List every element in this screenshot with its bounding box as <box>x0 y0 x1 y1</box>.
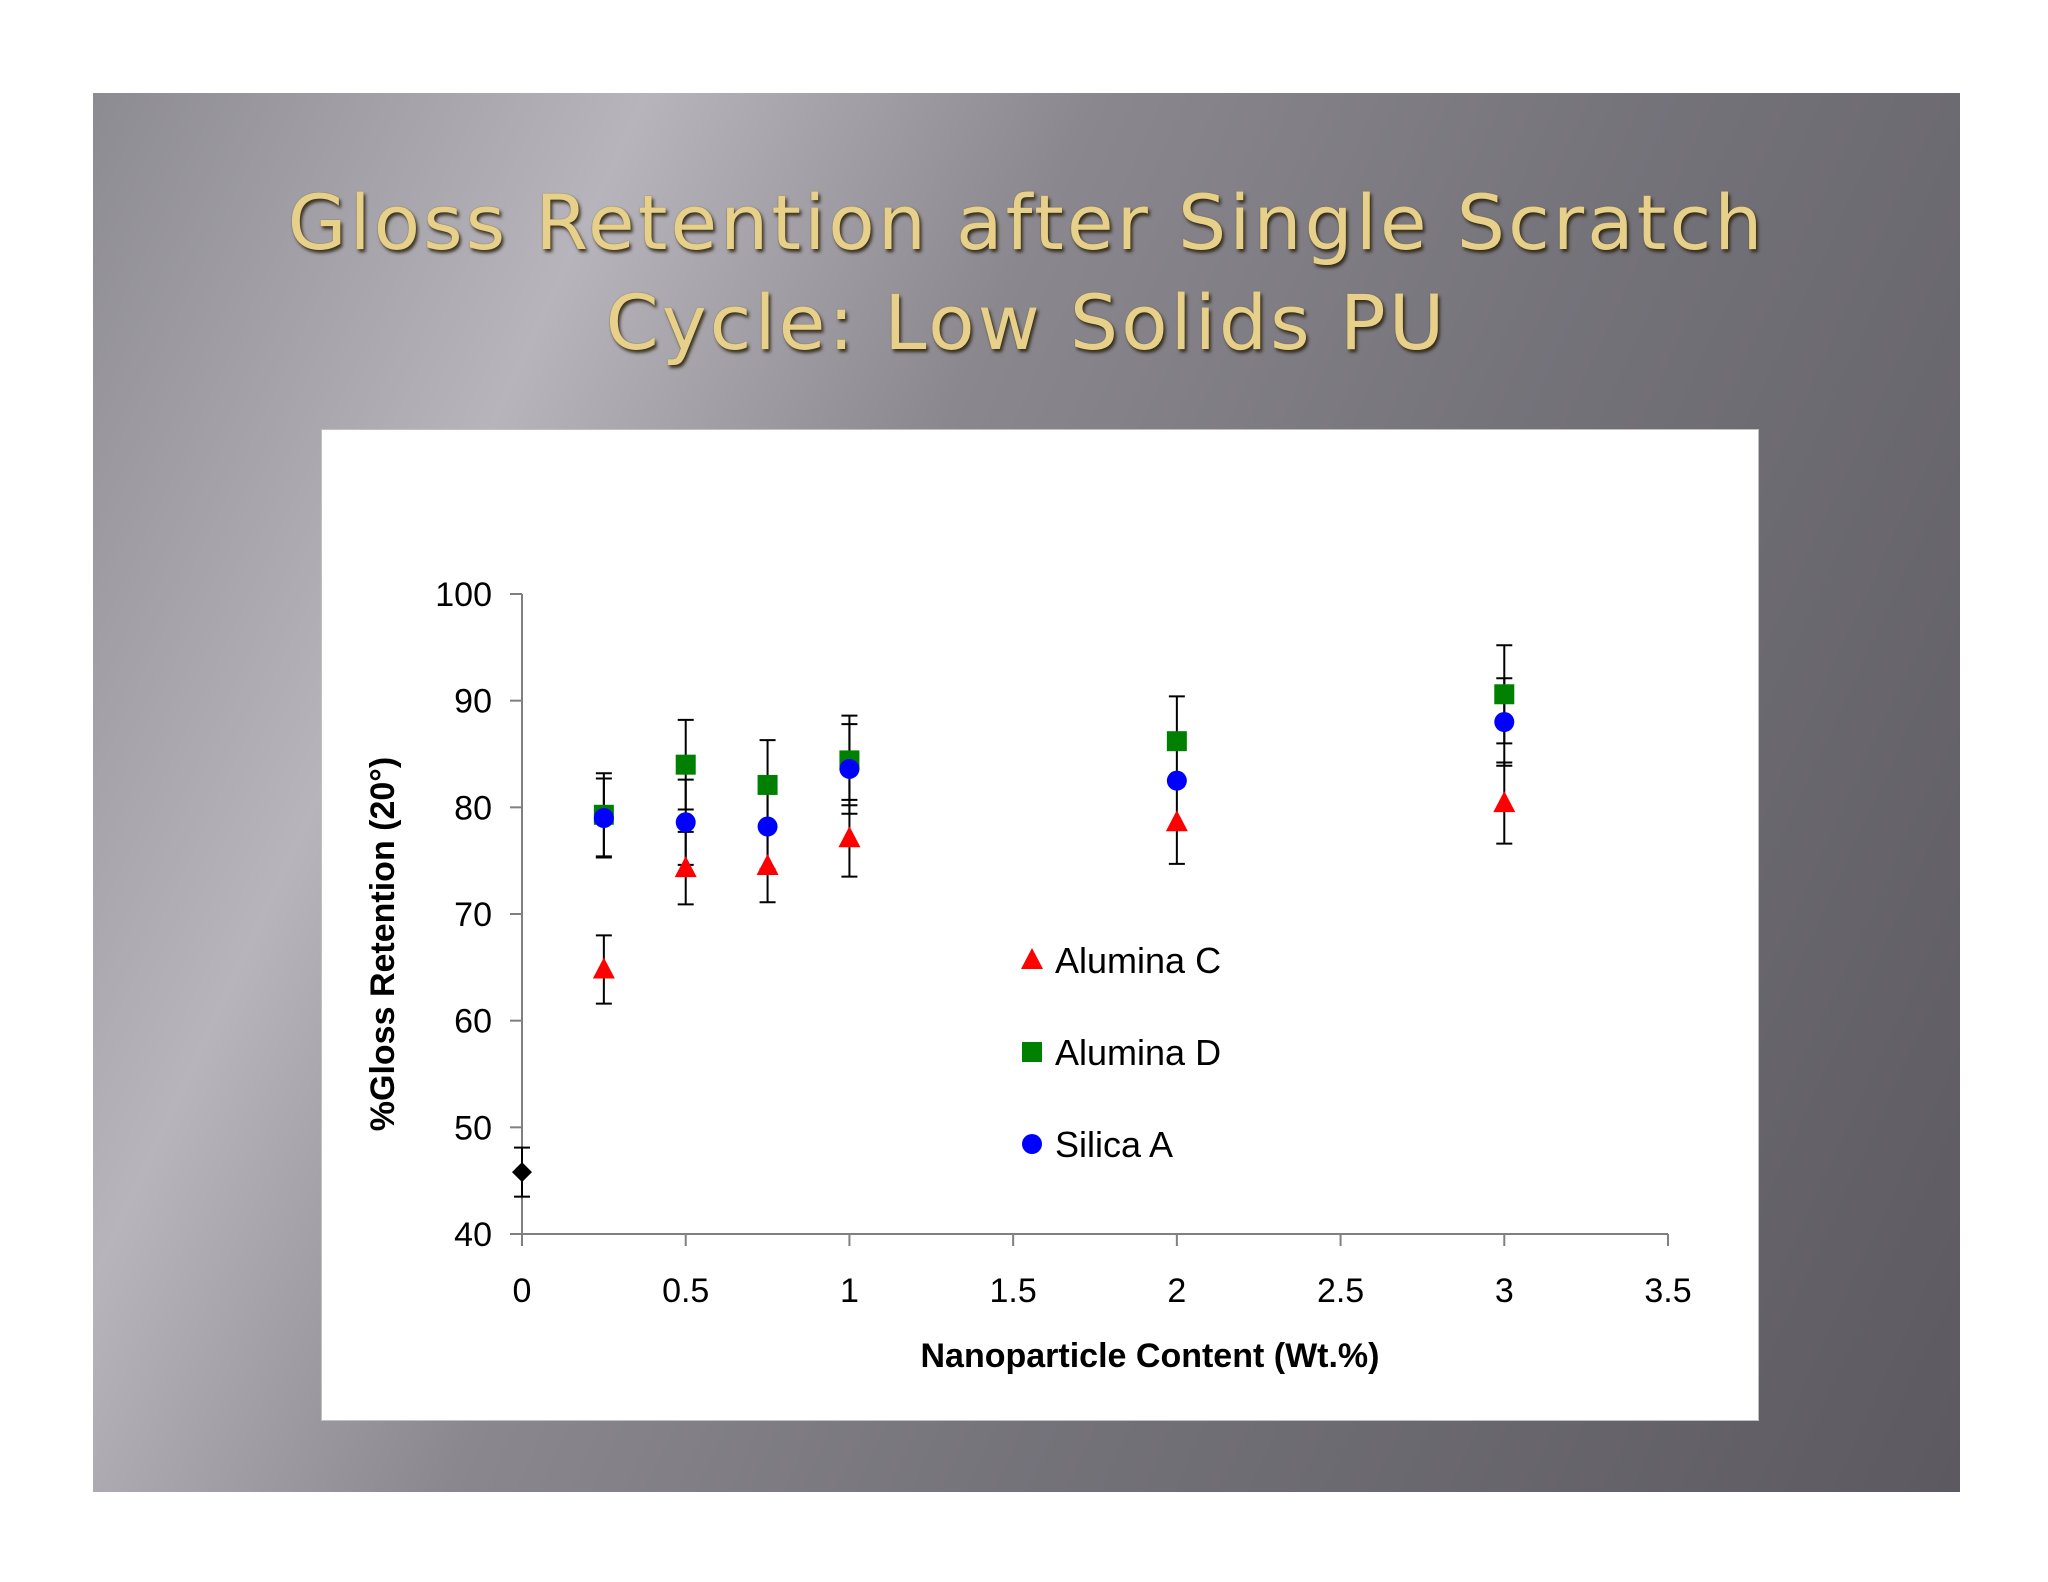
alumina-c-point <box>592 957 615 979</box>
y-tick-label: 60 <box>454 1003 492 1041</box>
x-tick-label: 2 <box>1167 1272 1186 1310</box>
slide-title: Gloss Retention after Single Scratch Cyc… <box>93 173 1960 373</box>
alumina-c-point <box>1493 791 1516 813</box>
slide-title-line-2: Cycle: Low Solids PU <box>605 278 1448 367</box>
x-axis-title: Nanoparticle Content (Wt.%) <box>921 1337 1380 1375</box>
legend-label: Alumina C <box>1055 940 1221 981</box>
alumina-c-point <box>674 856 697 878</box>
alumina-d-point <box>1166 731 1187 752</box>
silica-a-point <box>1166 770 1187 791</box>
legend: Alumina C Alumina D Silica A <box>1021 940 1221 1165</box>
legend-label: Alumina D <box>1055 1032 1221 1073</box>
x-tick-label: 1 <box>840 1272 859 1310</box>
x-tick-label: 3.5 <box>1644 1272 1691 1310</box>
x-tick-label: 1.5 <box>990 1272 1037 1310</box>
control-point <box>512 1162 532 1183</box>
axes: 40 50 60 70 80 90 100 0 0.5 1 1.5 2 2.5 3 3.5 Nanoparti… <box>364 576 1692 1375</box>
alumina-d-legend-marker <box>1022 1042 1042 1062</box>
data-markers <box>512 684 1516 1183</box>
scatter-chart: 40 50 60 70 80 90 100 0 0.5 1 1.5 2 2.5 3 3.5 Nanoparti… <box>364 576 1692 1375</box>
silica-a-point <box>593 808 614 828</box>
silica-a-point <box>757 816 778 837</box>
silica-a-point <box>1494 712 1515 732</box>
y-tick-label: 40 <box>454 1216 492 1254</box>
alumina-c-legend-marker <box>1021 948 1043 969</box>
y-axis-title: %Gloss Retention (20°) <box>364 757 402 1131</box>
alumina-d-point <box>1494 684 1515 705</box>
alumina-c-point <box>838 826 861 848</box>
x-tick-label: 2.5 <box>1317 1272 1364 1310</box>
y-tick-label: 70 <box>454 896 492 934</box>
y-tick-label: 50 <box>454 1109 492 1147</box>
alumina-c-point <box>756 854 779 875</box>
y-tick-label: 80 <box>454 789 492 827</box>
silica-a-legend-marker <box>1022 1134 1042 1154</box>
x-tick-label: 3 <box>1495 1272 1514 1310</box>
slide-background: Gloss Retention after Single Scratch Cyc… <box>93 93 1960 1492</box>
y-tick-label: 100 <box>435 576 492 614</box>
silica-a-point <box>675 812 696 833</box>
chart-panel: 40 50 60 70 80 90 100 0 0.5 1 1.5 2 2.5 3 3.5 Nanoparti… <box>321 429 1759 1421</box>
error-bars <box>514 644 1513 1198</box>
alumina-d-point <box>675 754 696 775</box>
x-tick-label: 0.5 <box>662 1272 709 1310</box>
slide-title-line-1: Gloss Retention after Single Scratch <box>287 178 1766 267</box>
silica-a-point <box>839 758 860 779</box>
legend-label: Silica A <box>1055 1124 1173 1165</box>
alumina-c-point <box>1165 810 1188 832</box>
x-tick-label: 0 <box>513 1272 532 1310</box>
alumina-d-point <box>757 774 778 795</box>
y-tick-label: 90 <box>454 683 492 721</box>
